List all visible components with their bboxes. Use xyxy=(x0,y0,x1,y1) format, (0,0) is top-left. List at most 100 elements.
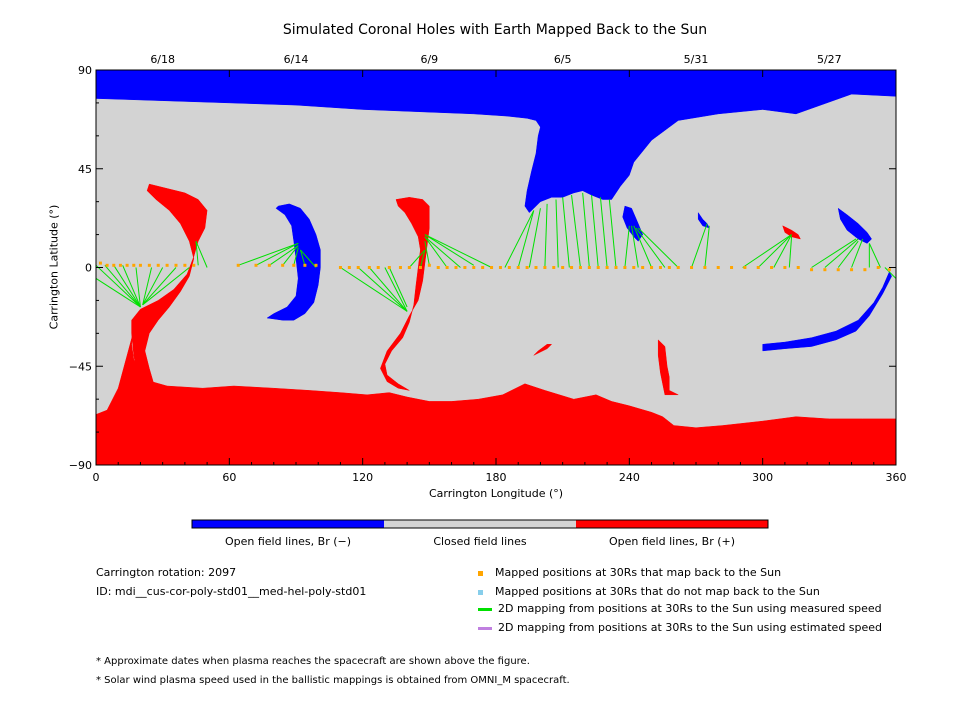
x-tick-label-240: 240 xyxy=(619,471,640,484)
mapping-line-23 xyxy=(388,267,408,308)
legend-unmapped: Mapped positions at 30Rs that do not map… xyxy=(478,585,820,598)
mapping-line-4 xyxy=(95,278,141,308)
mapped-point-49 xyxy=(605,266,609,269)
mapped-point-48 xyxy=(596,266,600,269)
mapped-point-26 xyxy=(398,266,402,269)
mapped-point-60 xyxy=(716,266,720,269)
mapped-point-73 xyxy=(887,268,891,272)
region-pos-arm2 xyxy=(380,197,430,391)
mapped-point-11 xyxy=(183,263,187,267)
x-tick-label-0: 0 xyxy=(93,471,100,484)
mapped-point-52 xyxy=(632,266,636,269)
region-pos-small1 xyxy=(782,225,801,240)
mapped-point-59 xyxy=(703,266,707,269)
mapped-point-55 xyxy=(658,266,662,269)
mapped-point-10 xyxy=(174,263,178,267)
mapping-line-13 xyxy=(255,242,299,266)
mapped-point-1 xyxy=(105,263,109,267)
mapped-point-30 xyxy=(436,266,440,269)
mapped-point-56 xyxy=(667,266,671,269)
mapping-line-40 xyxy=(599,197,608,268)
date-tick-label-3: 6/5 xyxy=(554,53,572,66)
mapped-point-64 xyxy=(770,266,774,269)
mapped-point-28 xyxy=(418,266,422,269)
mapped-point-37 xyxy=(498,266,502,269)
mapped-point-47 xyxy=(587,266,591,269)
mapped-point-6 xyxy=(138,263,142,267)
mapping-line-7 xyxy=(142,267,164,306)
mapped-point-68 xyxy=(823,268,827,272)
mapping-line-24 xyxy=(408,249,426,268)
date-tick-label-0: 6/18 xyxy=(150,53,175,66)
colorbar-frame xyxy=(191,519,769,529)
mapping-line-31 xyxy=(504,210,535,268)
region-pos-small2 xyxy=(533,344,553,356)
mapping-line-41 xyxy=(608,199,617,268)
mapping-line-43 xyxy=(631,225,639,268)
region-pos-south-cap xyxy=(95,322,897,466)
mapping-line-53 xyxy=(811,238,857,268)
mapped-point-22 xyxy=(356,266,360,269)
axes: 0 60 120 180 240 300 360 −90 −45 0 45 90 6/18 6/14 6/9… xyxy=(69,53,907,484)
mapping-line-27 xyxy=(424,236,448,268)
mapped-point-35 xyxy=(481,266,485,269)
mapped-point-31 xyxy=(445,266,449,269)
mapped-point-9 xyxy=(165,263,169,267)
region-neg-east1 xyxy=(837,207,872,244)
mapping-line-10 xyxy=(195,241,199,266)
note-dates: * Approximate dates when plasma reaches … xyxy=(96,656,530,667)
mapped-point-57 xyxy=(676,266,680,269)
region-neg-north-lobe xyxy=(622,205,643,242)
mapped-point-18 xyxy=(303,263,307,267)
unmapped-swatch xyxy=(478,589,483,595)
mapping-line-19 xyxy=(340,267,408,312)
legend-estimated: 2D mapping from positions at 30Rs to the… xyxy=(478,621,882,634)
mapping-line-56 xyxy=(851,238,864,268)
mapping-line-30 xyxy=(424,234,492,268)
region-neg-east-arc xyxy=(762,271,892,352)
mapped-point-32 xyxy=(454,266,458,269)
model-id: ID: mdi__cus-cor-poly-std01__med-hel-pol… xyxy=(96,585,367,598)
mapping-line-22 xyxy=(384,267,408,312)
mapped-point-66 xyxy=(796,266,800,269)
mapped-point-33 xyxy=(463,266,467,269)
mapped-point-24 xyxy=(376,266,380,269)
mapping-line-51 xyxy=(773,234,792,268)
legend-unmapped-label: Mapped positions at 30Rs that do not map… xyxy=(495,585,820,598)
mapped-point-54 xyxy=(650,266,654,269)
mapping-line-17 xyxy=(299,249,306,266)
mapping-line-38 xyxy=(582,192,590,268)
mapped-point-42 xyxy=(543,266,547,269)
mapping-line-48 xyxy=(704,225,710,268)
mapping-line-54 xyxy=(824,238,859,268)
mapping-line-29 xyxy=(424,234,475,266)
mapped-point-58 xyxy=(690,266,694,269)
measured-swatch xyxy=(478,607,492,611)
mapped-point-53 xyxy=(641,266,645,269)
mapping-line-6 xyxy=(142,267,153,305)
date-tick-label-2: 6/9 xyxy=(420,53,438,66)
x-tick-label-180: 180 xyxy=(486,471,507,484)
mapping-line-45 xyxy=(635,227,666,268)
mapping-line-11 xyxy=(195,240,208,268)
legend-mapped-label: Mapped positions at 30Rs that map back t… xyxy=(495,566,782,579)
mapped-point-19 xyxy=(314,263,318,267)
mapped-point-15 xyxy=(267,263,271,267)
region-neg-north-cap xyxy=(95,69,897,213)
colorbar-label-positive: Open field lines, Br (+) xyxy=(608,535,736,548)
mapping-line-36 xyxy=(562,197,570,268)
mapped-point-43 xyxy=(552,266,556,269)
mapping-line-33 xyxy=(528,208,541,268)
mapped-point-14 xyxy=(254,263,258,267)
mapped-point-17 xyxy=(292,263,296,267)
mapped-point-67 xyxy=(810,268,814,272)
mapped-point-12 xyxy=(192,263,196,267)
mapped-point-27 xyxy=(407,266,411,269)
x-tick-label-120: 120 xyxy=(352,471,373,484)
mapping-line-46 xyxy=(637,227,679,268)
y-tick-label--90: −90 xyxy=(69,459,92,472)
mapped-point-20 xyxy=(338,266,342,269)
mapped-point-39 xyxy=(516,266,520,269)
mapping-line-20 xyxy=(357,267,408,312)
